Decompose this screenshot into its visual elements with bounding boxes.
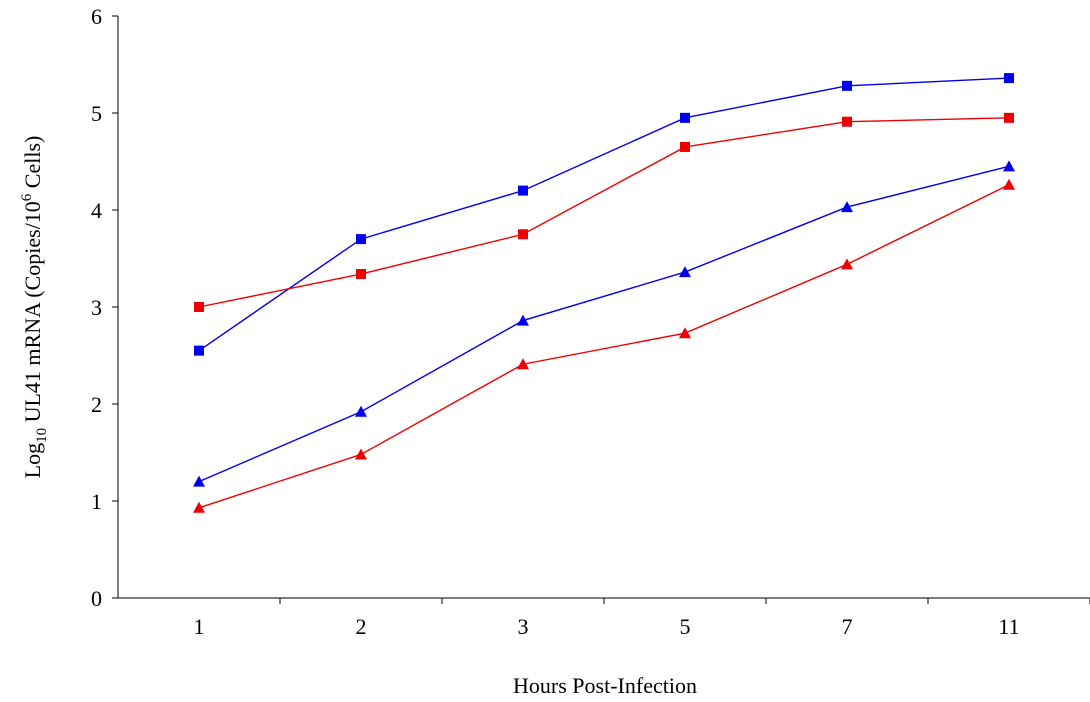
- y-axis-title-prefix: Log: [20, 443, 45, 478]
- square-marker: [518, 185, 528, 196]
- y-tick-label: 6: [91, 4, 102, 29]
- y-axis-title: Log10 UL41 mRNA (Copies/106 Cells): [19, 136, 50, 479]
- x-axis-title: Hours Post-Infection: [513, 673, 697, 698]
- y-axis-title-exponent: 6: [19, 193, 35, 201]
- square-marker: [680, 141, 690, 152]
- square-marker: [1004, 112, 1014, 123]
- y-ticks: 0 1 2 3 4 5 6: [91, 4, 118, 611]
- triangle-marker: [1003, 178, 1015, 190]
- x-tick-label: 3: [518, 614, 529, 639]
- axes: [117, 16, 1090, 599]
- y-tick-label: 1: [91, 489, 102, 514]
- series-line: [198, 165, 1010, 483]
- triangle-marker: [679, 266, 691, 278]
- triangle-marker: [517, 314, 529, 326]
- square-marker: [194, 302, 204, 312]
- y-tick-label: 2: [91, 392, 102, 417]
- x-tick-label: 7: [842, 614, 853, 639]
- square-marker: [356, 269, 366, 280]
- x-tick-label: 1: [194, 614, 205, 639]
- series-3: [193, 160, 1015, 487]
- x-tick-label: 2: [356, 614, 367, 639]
- triangle-marker: [355, 448, 367, 460]
- triangle-marker: [355, 405, 367, 417]
- triangle-marker: [193, 501, 205, 513]
- triangle-marker: [193, 475, 205, 487]
- square-marker: [1004, 73, 1014, 84]
- series-line: [198, 77, 1010, 352]
- x-tick-label: 5: [680, 614, 691, 639]
- triangle-marker: [1003, 160, 1015, 172]
- y-tick-label: 3: [91, 295, 102, 320]
- x-tick-label: 11: [998, 614, 1019, 639]
- square-marker: [356, 234, 366, 245]
- square-marker: [518, 229, 528, 240]
- square-marker: [842, 116, 852, 127]
- square-marker: [842, 80, 852, 91]
- y-axis-title-middle: UL41 mRNA (Copies/10: [20, 201, 45, 428]
- square-marker: [680, 112, 690, 123]
- y-axis-title-suffix: Cells): [20, 136, 45, 194]
- y-tick-label: 4: [91, 198, 102, 223]
- square-marker: [194, 345, 204, 356]
- triangle-marker: [841, 258, 853, 270]
- series-1: [194, 73, 1014, 356]
- y-axis-title-subscript: 10: [34, 428, 50, 443]
- triangle-marker: [679, 327, 691, 339]
- triangle-marker: [517, 358, 529, 370]
- series-line: [198, 117, 1010, 308]
- x-ticks: 1 2 3 5 7 11: [194, 598, 1090, 639]
- series-4: [193, 178, 1015, 513]
- y-tick-label: 0: [91, 586, 102, 611]
- triangle-marker: [841, 201, 853, 213]
- series-layer: [193, 73, 1015, 513]
- series-line: [198, 184, 1010, 509]
- series-2: [194, 112, 1014, 312]
- y-tick-label: 5: [91, 101, 102, 126]
